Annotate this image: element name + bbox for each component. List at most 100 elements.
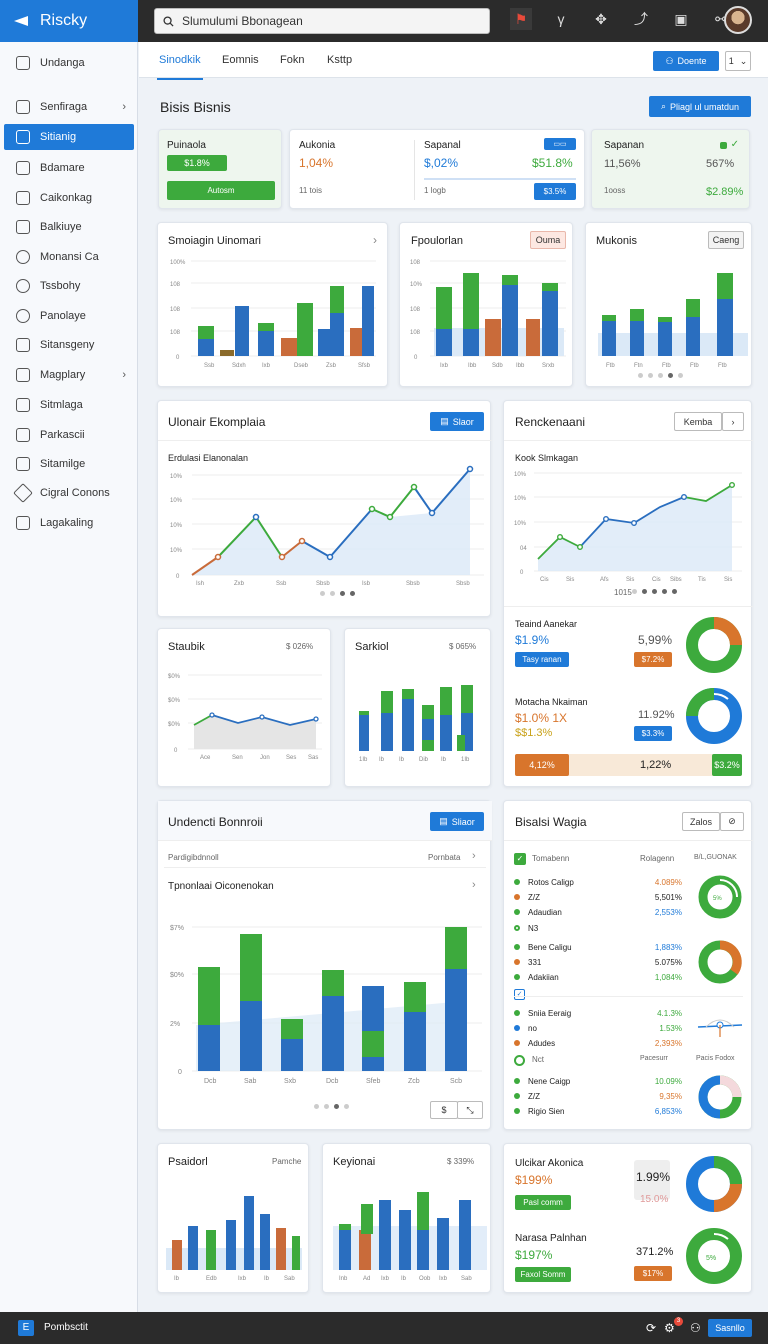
search-input[interactable]: Slumulumi Bbonagean bbox=[154, 8, 490, 34]
sidebar-item-balkiuye[interactable]: Balkiuye bbox=[4, 214, 134, 240]
sidebar-item-tssbohy[interactable]: Tssbohy bbox=[4, 273, 134, 299]
list-item[interactable]: Z/Z 9,35% bbox=[514, 1089, 739, 1103]
sidebar-item-sitianig[interactable]: Sitianig bbox=[4, 124, 134, 150]
svg-text:108: 108 bbox=[170, 307, 181, 313]
chevron-right-icon[interactable]: › bbox=[472, 850, 476, 862]
list-item[interactable]: Adaudian 2,553% bbox=[514, 905, 739, 919]
list-item[interactable]: 331 5.075% bbox=[514, 955, 739, 969]
page-select[interactable]: 1 ⌄ bbox=[725, 51, 751, 71]
breadcrumb-right[interactable]: Pornbata bbox=[428, 853, 461, 862]
arrow-right-icon[interactable]: › bbox=[722, 412, 744, 431]
avatar[interactable] bbox=[724, 6, 752, 34]
pager-label: 1015 bbox=[614, 588, 632, 597]
svg-text:Sab: Sab bbox=[461, 1276, 472, 1282]
svg-text:0: 0 bbox=[414, 355, 418, 361]
panel-button[interactable]: Zalos bbox=[682, 812, 720, 831]
list-item[interactable]: Adakiian 1,084% bbox=[514, 970, 739, 984]
checkbox[interactable]: ✓ bbox=[514, 989, 525, 1000]
sidebar-item-lagakaling[interactable]: Lagakaling bbox=[4, 510, 134, 536]
people-icon[interactable]: ⚇ bbox=[690, 1321, 701, 1335]
summary-value: $199% bbox=[515, 1173, 553, 1187]
notification-badge: 3 bbox=[674, 1317, 683, 1326]
kpi-button[interactable]: Autosm bbox=[167, 181, 275, 200]
tab-eomnis[interactable]: Eomnis bbox=[222, 54, 259, 66]
pagination-dots[interactable] bbox=[638, 373, 683, 378]
sidebar-item-label: Caikonkag bbox=[40, 192, 92, 204]
radio[interactable] bbox=[514, 1055, 525, 1066]
share-icon[interactable]: ⤴ bbox=[634, 11, 648, 27]
sidebar-item-panolaye[interactable]: Panolaye bbox=[4, 303, 134, 329]
list-donut-3 bbox=[698, 1075, 742, 1119]
refresh-icon[interactable]: ⟳ bbox=[646, 1321, 657, 1335]
primary-button[interactable]: ⚇ Doente bbox=[653, 51, 719, 71]
zoom-button[interactable]: $ bbox=[430, 1101, 458, 1119]
sidebar-item-sitansgeny[interactable]: Sitansgeny bbox=[4, 332, 134, 358]
book-icon[interactable]: ▣ bbox=[674, 10, 688, 27]
svg-text:Zxb: Zxb bbox=[234, 581, 245, 587]
sidebar-item-sitmlaga[interactable]: Sitmlaga bbox=[4, 392, 134, 418]
app-icon[interactable]: E bbox=[18, 1320, 34, 1336]
refresh-icon[interactable]: ⊘ bbox=[720, 812, 744, 831]
svg-text:Ish: Ish bbox=[196, 581, 204, 587]
sidebar-item-cigral-conons[interactable]: Cigral Conons bbox=[4, 480, 134, 506]
list-item[interactable]: Z/Z 5,501% bbox=[514, 890, 739, 904]
big-bar-button[interactable]: ▤ Sliaor bbox=[430, 812, 484, 831]
sidebar-item-magplary[interactable]: Magplary › bbox=[4, 362, 134, 388]
page-action-button[interactable]: ⌕ Pliagl ul umatdun bbox=[649, 96, 751, 117]
list-item[interactable]: Sniia Eeraig 4.1.3% bbox=[514, 1006, 739, 1020]
activity-icon[interactable]: ⚯ bbox=[715, 10, 727, 27]
item-value: 1,084% bbox=[654, 972, 682, 982]
collapse-icon[interactable]: ⤡ bbox=[457, 1101, 483, 1119]
breadcrumb-left[interactable]: Pardigibdnnoll bbox=[168, 853, 219, 862]
chevron-right-icon[interactable]: › bbox=[373, 233, 377, 247]
list-item[interactable]: N3 bbox=[514, 921, 739, 935]
item-name: Z/Z bbox=[528, 1091, 540, 1101]
sidebar-item-bdamare[interactable]: Bdamare bbox=[4, 155, 134, 181]
sidebar-item-sitamilge[interactable]: Sitamilge bbox=[4, 451, 134, 477]
svg-text:Srxb: Srxb bbox=[542, 363, 555, 369]
chart-filter-button[interactable]: Caeng bbox=[708, 231, 744, 249]
bottom-summary-card: Ulcikar Akonica $199% Pasl comm 1.99% 15… bbox=[503, 1143, 752, 1293]
chart-filter-button[interactable]: Ouma bbox=[530, 231, 566, 249]
tab-ksttp[interactable]: Ksttp bbox=[327, 54, 353, 66]
summary-donut-2: 5% bbox=[686, 1228, 742, 1284]
line-chart-button[interactable]: ▤ Slaor bbox=[430, 412, 484, 431]
sidebar-item-monansi[interactable]: Monansi Ca bbox=[4, 244, 134, 270]
legend-dot bbox=[514, 1010, 520, 1016]
list-item[interactable]: Rotos Caligp 4.089% bbox=[514, 875, 739, 889]
list-item[interactable]: Rigio Sien 6,853% bbox=[514, 1104, 739, 1118]
sidebar-item-caikonkag[interactable]: Caikonkag bbox=[4, 185, 134, 211]
list-item[interactable]: Nene Caigp 10.09% bbox=[514, 1074, 739, 1088]
chevron-icon[interactable]: γ bbox=[557, 11, 565, 27]
panel-subtitle: Kook Slmkagan bbox=[515, 453, 579, 463]
tab-sinodkik[interactable]: Sinodkik bbox=[157, 54, 203, 80]
tab-fokn[interactable]: Fokn bbox=[280, 54, 305, 66]
svg-text:108: 108 bbox=[410, 307, 421, 313]
legend-dot bbox=[514, 944, 520, 950]
bottom-bar-chart-2: Inb Ad Ixb Ib Oob Ixb Sab bbox=[333, 1192, 487, 1282]
pagination-dots[interactable] bbox=[314, 1104, 349, 1109]
list-icon bbox=[16, 100, 30, 114]
alert-icon[interactable]: ⚑ bbox=[510, 8, 532, 30]
sidebar-item-parkascii[interactable]: Parkascii bbox=[4, 422, 134, 448]
svg-text:Sfeb: Sfeb bbox=[366, 1078, 381, 1085]
chart-title: Staubik bbox=[168, 641, 205, 653]
list-item[interactable]: no 1.53% bbox=[514, 1021, 739, 1035]
sidebar-item-senfiraga[interactable]: Senfiraga › bbox=[4, 94, 134, 120]
sidebar-item-undanga[interactable]: Undanga bbox=[4, 50, 134, 76]
list-panel: Bisalsi Wagia Zalos ⊘ ✓ Tomabenn Rolagen… bbox=[503, 800, 753, 1130]
pagination-dots[interactable] bbox=[632, 589, 677, 594]
list-item[interactable]: Adudes 2,393% bbox=[514, 1036, 739, 1050]
users-icon[interactable]: ✥ bbox=[595, 10, 607, 27]
panel-button[interactable]: Kemba bbox=[674, 412, 722, 431]
checkbox[interactable]: ✓ bbox=[514, 853, 526, 865]
app-logo[interactable]: Riscky bbox=[0, 0, 138, 42]
svg-text:Ib: Ib bbox=[441, 757, 447, 763]
pagination-dots[interactable] bbox=[320, 591, 355, 596]
donut-pill: Tasy ranan bbox=[515, 652, 569, 667]
chevron-right-icon[interactable]: › bbox=[472, 879, 476, 891]
list-item[interactable]: Bene Caligu 1,883% bbox=[514, 940, 739, 954]
settings-icon[interactable]: ⚙ bbox=[664, 1321, 675, 1335]
item-name: Nene Caigp bbox=[528, 1076, 571, 1086]
footer-button[interactable]: Sasnllo bbox=[708, 1319, 752, 1337]
